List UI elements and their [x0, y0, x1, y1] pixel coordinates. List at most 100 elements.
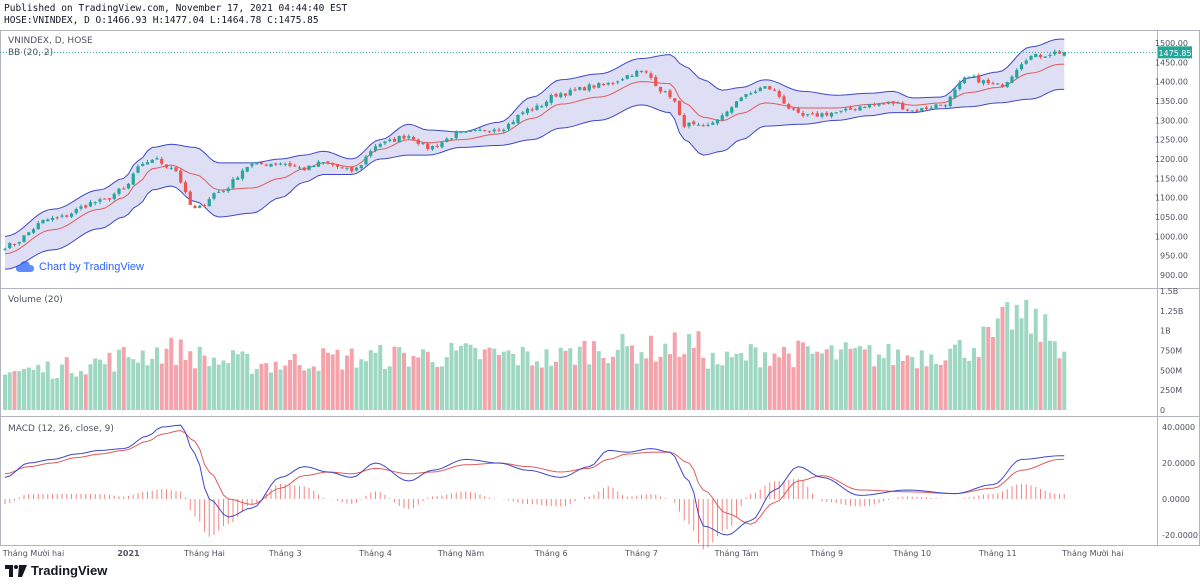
candle-body [359, 165, 363, 169]
volume-bar [991, 337, 995, 410]
volume-bar [397, 346, 402, 410]
volume-bar [197, 346, 202, 410]
volume-bar [359, 359, 364, 410]
candle-body [288, 163, 292, 166]
volume-bar [22, 368, 26, 410]
volume-bar [1033, 308, 1038, 410]
volume-bar [102, 364, 107, 410]
volume-bar [815, 351, 820, 410]
candle-body [939, 104, 943, 106]
volume-bar [763, 352, 767, 410]
candle-body [269, 163, 273, 167]
volume-bar [701, 357, 706, 410]
volume-bar [159, 363, 164, 410]
volume-bar [202, 355, 207, 410]
candle-body [131, 173, 135, 185]
candle-body [806, 114, 810, 116]
volume-bar [226, 363, 231, 410]
candle-body [326, 161, 330, 163]
volume-bar [558, 347, 563, 410]
candle-body [407, 136, 411, 138]
volume-bar [254, 369, 259, 410]
candle-body [810, 113, 815, 115]
candle-body [853, 109, 857, 111]
candle-body [1062, 52, 1066, 56]
price-tick-label: 1300.00 [1155, 116, 1188, 125]
volume-bar [354, 367, 359, 410]
candle-body [915, 110, 919, 112]
volume-bar [900, 361, 905, 410]
time-tick-label: Tháng 7 [624, 549, 658, 558]
candle-body [582, 87, 587, 91]
volume-bar [264, 363, 269, 410]
candle-body [468, 130, 473, 132]
candle-body [701, 125, 705, 127]
time-tick-label: Tháng Hai [183, 549, 225, 558]
candle-body [896, 102, 900, 104]
volume-bar [316, 370, 321, 410]
volume-bars [3, 299, 1067, 410]
candle-body [473, 129, 477, 131]
candle-body [103, 198, 107, 200]
volume-bar [563, 350, 568, 410]
volume-bar [820, 353, 824, 410]
volume-bar [948, 348, 953, 410]
candle-body [293, 165, 297, 167]
volume-bar [183, 359, 188, 410]
volume-bar [150, 358, 155, 410]
volume-bar [1000, 306, 1005, 410]
candle-body [65, 215, 69, 217]
candle-body [141, 164, 145, 167]
volume-bar [1029, 333, 1033, 410]
candle-body [772, 89, 777, 91]
volume-bar [136, 362, 140, 410]
volume-bar [611, 356, 615, 410]
candle-body [958, 82, 962, 90]
volume-bar [777, 357, 782, 410]
last-price-badge [1158, 46, 1192, 59]
candle-body [711, 122, 715, 125]
volume-bar [482, 349, 487, 410]
tv-logo-icon [5, 564, 27, 577]
candle-body [706, 124, 710, 126]
volume-bar [720, 365, 725, 410]
candle-body [620, 79, 625, 81]
volume-bar [430, 362, 435, 410]
volume-bar [74, 376, 79, 410]
candle-body [649, 73, 653, 78]
candle-body [383, 141, 387, 144]
candle-body [312, 165, 316, 167]
candle-body [568, 89, 572, 96]
candle-body [36, 223, 40, 230]
candle-body [753, 91, 758, 94]
bb-upper-line [4, 38, 1065, 237]
candle-body [136, 166, 140, 173]
candle-body [991, 83, 995, 85]
candle-body [696, 124, 701, 126]
candle-body [340, 167, 344, 169]
volume-bar [463, 343, 468, 410]
volume-bar [288, 359, 292, 410]
candle-body [1010, 76, 1014, 83]
volume-bar [896, 349, 900, 410]
candle-body [920, 108, 924, 111]
volume-bar [972, 348, 976, 410]
volume-bar [530, 365, 535, 410]
candle-body [483, 130, 487, 132]
candle-body [150, 159, 154, 163]
volume-bar [1043, 314, 1048, 410]
candle-body [454, 132, 458, 139]
candle-body [107, 198, 112, 200]
candle-body [198, 205, 202, 208]
candle-body [848, 107, 853, 110]
candle-body [27, 232, 31, 236]
volume-bar [938, 364, 943, 410]
volume-bar [1014, 304, 1019, 410]
candle-body [882, 103, 886, 105]
volume-bar [995, 318, 1000, 410]
volume-bar [7, 372, 12, 410]
candle-body [364, 156, 368, 165]
candle-body [587, 84, 591, 91]
candle-body [122, 188, 126, 190]
